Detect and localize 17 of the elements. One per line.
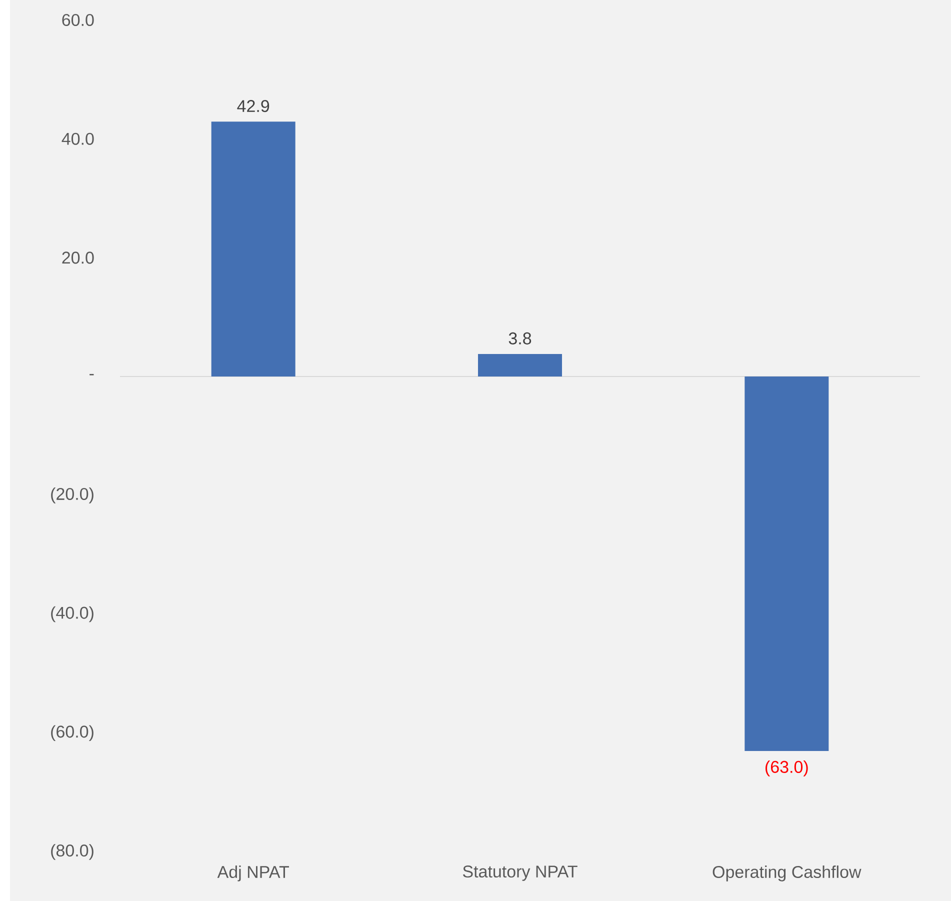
y-tick-label: (60.0)	[51, 725, 94, 742]
data-label: (63.0)	[766, 760, 808, 776]
bar	[478, 354, 562, 377]
y-tick-label: 60.0	[62, 14, 94, 26]
x-tick-label: Statutory NPAT	[462, 866, 578, 881]
y-tick-label: 20.0	[62, 252, 94, 264]
y-tick-label: (20.0)	[51, 488, 94, 504]
data-label: 3.8	[508, 332, 532, 344]
x-tick-label: Adj NPAT	[217, 866, 289, 882]
bar	[744, 376, 829, 751]
y-tick-label: 40.0	[62, 132, 94, 145]
y-tick-label: (80.0)	[51, 844, 94, 860]
x-tick-label: Operating Cashflow	[712, 866, 862, 882]
data-label: 42.9	[237, 100, 270, 112]
y-tick-label: (40.0)	[51, 606, 94, 622]
bar	[211, 122, 296, 377]
y-tick-label: -	[90, 374, 94, 376]
